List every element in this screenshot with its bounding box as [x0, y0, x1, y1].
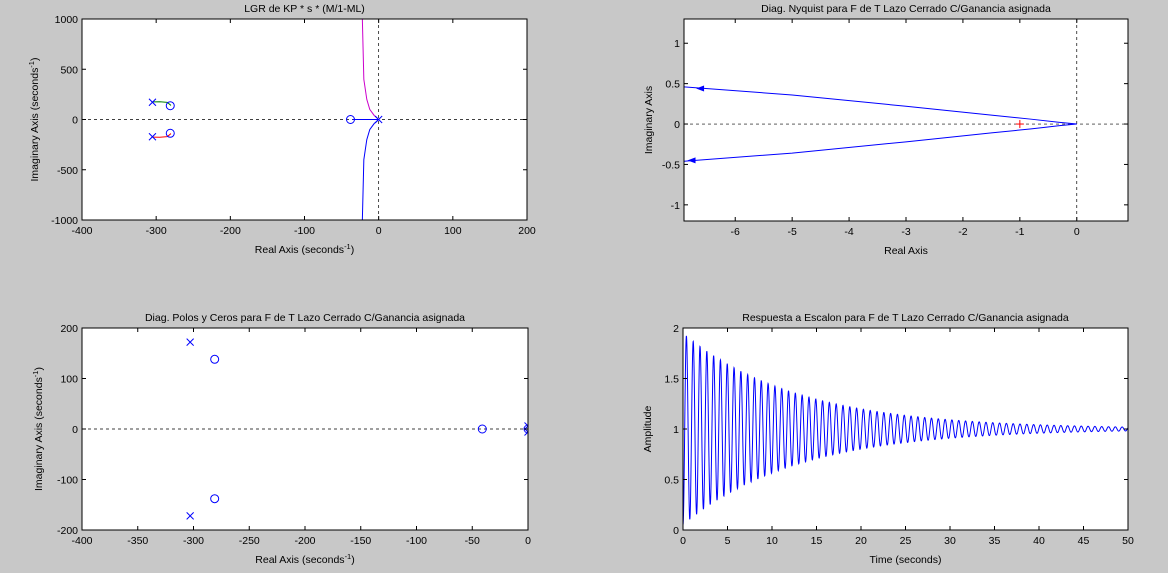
x-tick-label: -1: [1015, 226, 1024, 238]
y-tick-label: 1.5: [664, 374, 679, 386]
series-0: [684, 86, 1077, 125]
x-tick-label: -350: [127, 535, 148, 547]
plot-content: [82, 19, 527, 220]
chart-title: Diag. Nyquist para F de T Lazo Cerrado C…: [761, 3, 1051, 15]
x-tick-label: 5: [725, 535, 731, 547]
zero-marker: [210, 354, 220, 364]
pzmap-axes: -400 -350 -300 -250 -200 -150 -100 -50 0 -200 -100…: [31, 312, 531, 566]
chart-title: Diag. Polos y Ceros para F de T Lazo Cer…: [145, 312, 465, 324]
x-tick-label: -100: [294, 225, 315, 237]
x-tick-label: -3: [901, 226, 910, 238]
x-axis-label: Time (seconds): [870, 554, 942, 566]
y-tick-label: -0.5: [662, 159, 680, 171]
x-tick-label: 25: [900, 535, 912, 547]
y-tick-label: -200: [57, 525, 78, 537]
x-tick-label: 40: [1033, 535, 1045, 547]
y-axis-label: Amplitude: [642, 406, 654, 453]
y-tick-label: 1: [673, 424, 679, 436]
x-tick-label: 15: [811, 535, 823, 547]
x-tick-label: 100: [444, 225, 462, 237]
plot-content: [684, 19, 1128, 221]
y-tick-label: 200: [60, 323, 78, 335]
x-tick-label: -2: [958, 226, 967, 238]
y-tick-label: 100: [60, 374, 78, 386]
series-0: [361, 119, 380, 220]
pole-marker: [148, 98, 157, 107]
zero-marker: [345, 115, 355, 124]
x-tick-label: -200: [220, 225, 241, 237]
nyquist-axes: -6 -5 -4 -3 -2 -1 0 -1 -0.5 0 0.5 1 Diag. Nyquist pa…: [643, 3, 1129, 257]
x-tick-label: 35: [989, 535, 1001, 547]
x-tick-label: 0: [1074, 226, 1080, 238]
pole-marker: [524, 422, 528, 430]
x-tick-label: 10: [766, 535, 778, 547]
x-tick-label: -400: [71, 535, 92, 547]
zero-marker: [210, 494, 220, 504]
series-4: [152, 133, 172, 138]
y-tick-label: 1: [674, 38, 680, 50]
x-axis-label: Real Axis: [884, 245, 928, 257]
x-tick-label: 30: [944, 535, 956, 547]
x-tick-label: -4: [844, 226, 853, 238]
y-tick-label: 500: [60, 64, 78, 76]
pole-marker: [524, 428, 528, 436]
x-tick-label: 45: [1078, 535, 1090, 547]
y-tick-label: 0: [72, 115, 78, 127]
step-response-line: [683, 335, 1128, 526]
x-tick-label: 0: [680, 535, 686, 547]
pole-marker: [186, 338, 195, 346]
zero-marker: [165, 101, 175, 111]
series-3: [152, 101, 172, 106]
series-1: [361, 19, 380, 120]
zero-marker: [477, 424, 487, 434]
pole-marker: [148, 132, 157, 141]
y-axis-label: Imaginary Axis (seconds-1): [27, 58, 41, 182]
y-tick-label: 0.5: [664, 475, 679, 487]
y-tick-label: 0: [674, 119, 680, 131]
x-tick-label: -5: [787, 226, 796, 238]
chart-title: LGR de KP * s * (M/1-ML): [244, 3, 365, 15]
chart-title: Respuesta a Escalon para F de T Lazo Cer…: [742, 312, 1069, 324]
y-tick-label: -100: [57, 475, 78, 487]
y-tick-label: 0: [673, 525, 679, 537]
rlocus-axes: -400 -300 -200 -100 0 100 200-1000-50005001000…: [27, 3, 536, 256]
plot-area: [684, 19, 1128, 221]
x-tick-label: -6: [731, 226, 740, 238]
step-axes: 0 5 10 15 20 25 30 35 40 45 50 0 0.5 1 1.5 2 Respuesta a…: [642, 312, 1134, 566]
x-tick-label: 200: [518, 225, 536, 237]
y-tick-label: -1: [671, 200, 680, 212]
x-tick-label: -50: [465, 535, 480, 547]
x-tick-label: -150: [350, 535, 371, 547]
y-tick-label: 2: [673, 323, 679, 335]
pole-marker: [374, 115, 383, 124]
y-tick-label: 1000: [55, 14, 79, 26]
plot-content: [82, 338, 528, 520]
x-axis-label: Real Axis (seconds-1): [255, 242, 354, 256]
y-tick-label: 0.5: [665, 79, 680, 91]
x-tick-label: -300: [146, 225, 167, 237]
y-tick-label: 0: [72, 424, 78, 436]
x-tick-label: 50: [1122, 535, 1134, 547]
plot-content: [683, 335, 1128, 526]
direction-arrow-1: [687, 157, 696, 164]
x-tick-label: 20: [855, 535, 867, 547]
pole-marker: [186, 512, 195, 520]
x-tick-label: -400: [71, 225, 92, 237]
x-tick-label: 0: [525, 535, 531, 547]
x-tick-label: -300: [183, 535, 204, 547]
x-tick-label: -100: [406, 535, 427, 547]
zero-marker: [165, 128, 175, 138]
direction-arrow-0: [696, 85, 705, 92]
x-tick-label: -200: [294, 535, 315, 547]
y-axis-label: Imaginary Axis: [643, 86, 655, 154]
x-tick-label: -250: [239, 535, 260, 547]
y-axis-label: Imaginary Axis (seconds-1): [31, 367, 45, 491]
series-1: [684, 123, 1077, 162]
y-tick-label: -500: [57, 165, 78, 177]
y-tick-label: -1000: [51, 215, 78, 227]
x-axis-label: Real Axis (seconds-1): [255, 552, 354, 566]
x-tick-label: 0: [376, 225, 382, 237]
